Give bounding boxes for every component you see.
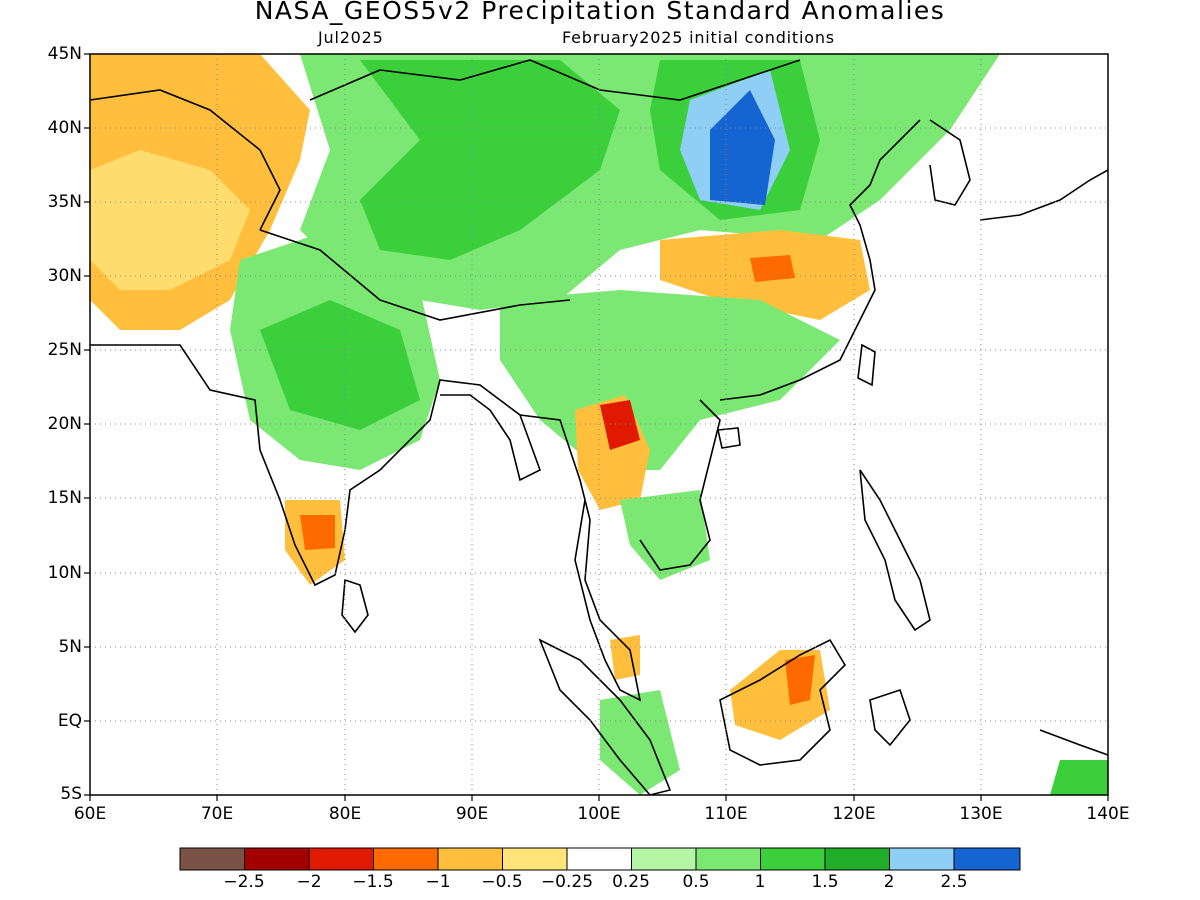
colorbar-label: −0.25	[540, 872, 594, 892]
y-tick-label: 20N	[47, 414, 82, 434]
x-tick-label: 120E	[832, 804, 876, 824]
coast-india	[90, 344, 541, 587]
anomaly-field	[90, 54, 1108, 795]
dry-region-borneo-core	[785, 655, 815, 705]
x-tick-label: 80E	[328, 804, 362, 824]
colorbar-swatch-2	[244, 847, 310, 871]
x-tick-label: 130E	[959, 804, 1003, 824]
y-tick-label: 5S	[60, 784, 82, 804]
graticule	[90, 54, 1108, 795]
colorbar-swatch-4	[373, 847, 439, 871]
colorbar-label: 1	[754, 872, 766, 892]
coast-sulawesi	[869, 688, 911, 747]
colorbar-label: 0.5	[682, 872, 710, 892]
colorbar-swatch-5	[437, 847, 503, 871]
coast-indochina	[519, 414, 642, 702]
dry-region-south-india-core	[300, 515, 335, 550]
coast-japan	[979, 169, 1108, 221]
x-tick-label: 90E	[455, 804, 489, 824]
x-tick-label: 140E	[1086, 804, 1130, 824]
colorbar-swatch-1	[179, 847, 245, 871]
colorbar-label: 1.5	[811, 872, 839, 892]
y-tick-label: 25N	[47, 340, 82, 360]
coast-hainan	[717, 427, 741, 449]
coast-korea	[929, 119, 971, 206]
colorbar-swatch-10	[760, 847, 826, 871]
colorbar-label: −1.5	[352, 872, 394, 892]
tick-marks	[84, 53, 1109, 801]
y-tick-label: EQ	[57, 711, 82, 731]
wet-region-north-strong	[360, 60, 620, 260]
wet-region-vietnam	[620, 490, 710, 580]
coast-srilanka	[341, 578, 369, 634]
init-conditions-label: February2025 initial conditions	[562, 28, 835, 47]
coast-philippines	[859, 469, 931, 632]
border-central-asia	[90, 89, 281, 231]
colorbar-swatch-8	[631, 847, 697, 871]
y-tick-label: 45N	[47, 44, 82, 64]
y-tick-label: 15N	[47, 488, 82, 508]
colorbar-swatch-3	[308, 847, 374, 871]
wet-region-sumatra	[600, 690, 680, 795]
dry-region-indochina-core	[600, 400, 640, 450]
coast-vietnam	[639, 399, 721, 571]
colorbar-swatch-7	[566, 847, 632, 871]
wet-region-india-strong	[260, 300, 420, 430]
coast-sumatra	[538, 638, 672, 795]
colorbar-label: 0.25	[612, 872, 650, 892]
wet-region-peak	[710, 90, 775, 205]
y-tick-label: 5N	[58, 637, 82, 657]
colorbar-label: −2.5	[223, 872, 265, 892]
coast-borneo	[719, 638, 847, 766]
x-tick-label: 110E	[704, 804, 748, 824]
coast-china	[719, 119, 921, 401]
colorbar-label: 2	[883, 872, 895, 892]
y-tick-label: 35N	[47, 192, 82, 212]
colorbar-label: −2	[296, 872, 322, 892]
chart-title: NASA_GEOS5v2 Precipitation Standard Anom…	[254, 0, 946, 25]
y-tick-label: 10N	[47, 563, 82, 583]
coastlines	[90, 59, 1108, 795]
dry-region-malaya	[610, 635, 640, 680]
colorbar-swatch-6	[502, 847, 568, 871]
wet-region-png	[1050, 760, 1108, 795]
y-tick-label: 40N	[47, 118, 82, 138]
border-himalaya	[259, 229, 571, 321]
x-tick-label: 100E	[577, 804, 621, 824]
y-tick-label: 30N	[47, 266, 82, 286]
colorbar-label: −1	[425, 872, 451, 892]
colorbar	[179, 847, 1021, 871]
colorbar-swatch-12	[889, 847, 955, 871]
coast-newguinea	[1039, 729, 1108, 756]
dry-region-west-light	[90, 150, 250, 290]
colorbar-label: 2.5	[940, 872, 968, 892]
colorbar-swatch-11	[824, 847, 890, 871]
colorbar-swatch-9	[695, 847, 761, 871]
x-tick-label: 60E	[73, 804, 107, 824]
x-tick-label: 70E	[200, 804, 234, 824]
border-china-mongolia	[309, 59, 801, 101]
valid-month-label: Jul2025	[318, 28, 384, 47]
colorbar-swatch-13	[953, 847, 1021, 871]
colorbar-label: −0.5	[481, 872, 523, 892]
dry-region-yangtze-core	[750, 255, 795, 282]
